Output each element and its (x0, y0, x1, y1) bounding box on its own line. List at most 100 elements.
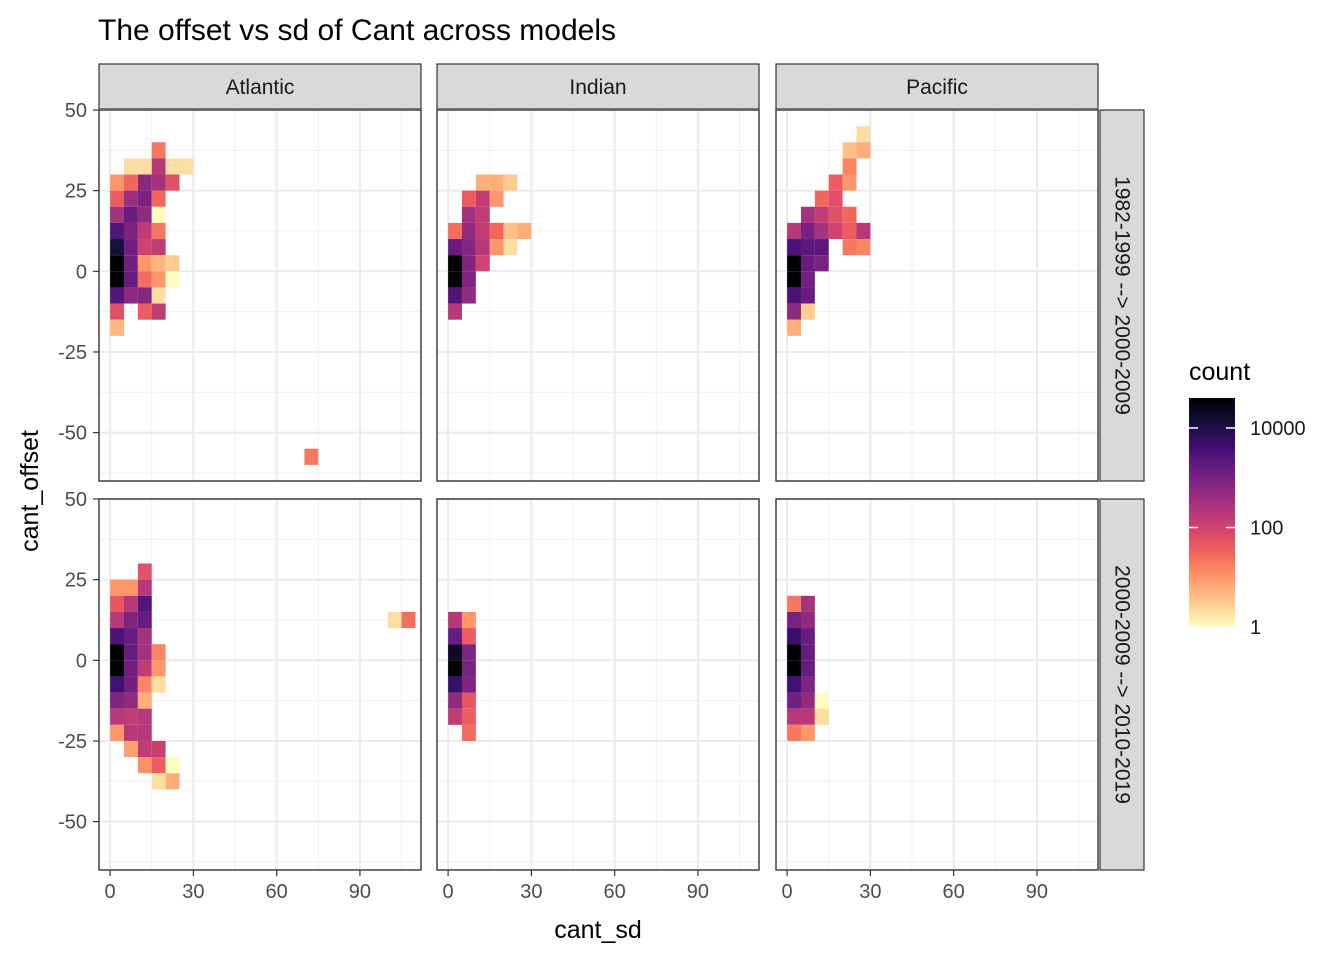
heatmap-tile (787, 708, 801, 725)
heatmap-tile (448, 287, 462, 304)
heatmap-tile (123, 579, 138, 596)
heatmap-tile (475, 206, 490, 223)
heatmap-tile (475, 255, 490, 272)
heatmap-tile (110, 644, 124, 661)
panel-background (776, 110, 1098, 481)
heatmap-tile (787, 595, 801, 612)
y-tick-label: -25 (58, 731, 87, 753)
y-tick-label: 50 (65, 100, 87, 122)
heatmap-tile (503, 174, 518, 191)
heatmap-tile (151, 773, 166, 790)
facet-row-strip-2: 2000-2009 --> 2010-2019 (1099, 498, 1145, 871)
heatmap-tile (137, 724, 152, 741)
heatmap-tile (123, 692, 138, 709)
heatmap-tile (137, 239, 152, 256)
heatmap-tile (814, 239, 829, 256)
heatmap-tile (448, 676, 462, 693)
heatmap-tile (110, 724, 124, 741)
heatmap-tile (814, 255, 829, 272)
heatmap-tile (842, 222, 857, 240)
x-tick-label: 90 (687, 881, 709, 903)
heatmap-tile (856, 222, 871, 240)
heatmap-tile (151, 239, 166, 256)
heatmap-tile (787, 660, 801, 677)
heatmap-tile (151, 644, 166, 661)
facet-row-strip-label: 2000-2009 --> 2010-2019 (1111, 565, 1134, 804)
panel-pacific-row2 (775, 498, 1099, 871)
heatmap-tile (814, 692, 829, 709)
heatmap-tile (110, 319, 124, 336)
heatmap-tile (828, 174, 843, 191)
y-tick-label: 0 (76, 650, 87, 672)
heatmap-tile (123, 158, 138, 175)
heatmap-tile (461, 287, 476, 304)
heatmap-tile (787, 676, 801, 693)
heatmap-tile (165, 271, 180, 288)
heatmap-tile (110, 190, 124, 207)
heatmap-tile (123, 595, 138, 612)
panel-border (775, 109, 1099, 482)
heatmap-tile (179, 158, 194, 175)
heatmap-tile (123, 660, 138, 677)
heatmap-tile (151, 740, 166, 758)
x-tick-label: 0 (443, 881, 454, 903)
facet-row-strip-bg (1099, 498, 1145, 871)
heatmap-tile (448, 222, 462, 240)
heatmap-tile (123, 628, 138, 645)
heatmap-tile (800, 692, 815, 709)
legend-colorbar (1189, 398, 1235, 627)
heatmap-tile (800, 660, 815, 677)
heatmap-tile (137, 206, 152, 223)
panel-background (437, 110, 759, 481)
heatmap-tile (137, 255, 152, 272)
axes-layer: 50 25 0 -25 -50 50 25 0 -25 -50 0 30 60 90 0 30 60 90 0 30 6… (58, 100, 1048, 903)
heatmap-tile (151, 287, 166, 304)
heatmap-tile (137, 190, 152, 207)
panel-indian-row1 (436, 109, 760, 482)
heatmap-tile (787, 239, 801, 256)
heatmap-tile (856, 126, 871, 143)
heatmap-tile (800, 595, 815, 612)
heatmap-tile (489, 222, 504, 240)
x-tick-label: 0 (105, 881, 116, 903)
y-tick-label: -50 (58, 423, 87, 445)
heatmap-tile (448, 303, 462, 320)
heatmap-tile (151, 158, 166, 175)
heatmap-tile (800, 676, 815, 693)
heatmap-tile (475, 174, 490, 191)
heatmap-tile (475, 239, 490, 256)
heatmap-tile (448, 239, 462, 256)
heatmap-tile (151, 660, 166, 677)
x-axis-title: cant_sd (554, 916, 642, 944)
heatmap-tile (123, 271, 138, 288)
facet-strip-atlantic: Atlantic (98, 63, 422, 110)
heatmap-tile (123, 740, 138, 758)
y-tick-label: 25 (65, 570, 87, 592)
heatmap-tile (461, 644, 476, 661)
x-tick-label: 90 (349, 881, 371, 903)
heatmap-tile (137, 174, 152, 191)
heatmap-tile (842, 142, 857, 159)
heatmap-tile (151, 190, 166, 207)
heatmap-tile (151, 271, 166, 288)
y-tick-label: 0 (76, 261, 87, 283)
heatmap-tile (165, 757, 180, 774)
heatmap-tile (842, 239, 857, 256)
heatmap-tile (137, 222, 152, 240)
facet-strip-label: Atlantic (226, 76, 295, 99)
panel-border (98, 498, 422, 871)
heatmap-tile (151, 174, 166, 191)
heatmap-tile (842, 158, 857, 175)
heatmap-tile (800, 644, 815, 661)
heatmap-tile (110, 222, 124, 240)
heatmap-tile (110, 174, 124, 191)
facet-strip-indian: Indian (436, 63, 760, 110)
heatmap-tile (110, 271, 124, 288)
heatmap-tile (489, 174, 504, 191)
heatmap-tile (137, 303, 152, 320)
heatmap-tile (787, 271, 801, 288)
heatmap-tile (461, 206, 476, 223)
heatmap-tile (123, 708, 138, 725)
heatmap-tile (461, 692, 476, 709)
